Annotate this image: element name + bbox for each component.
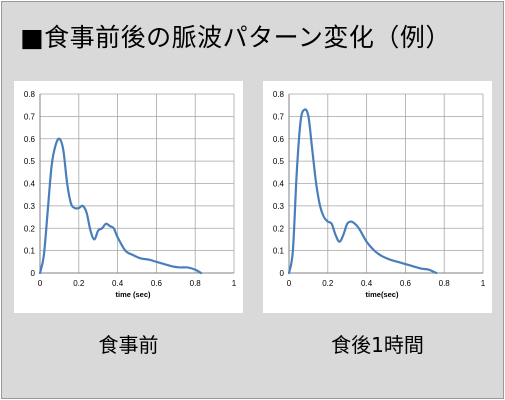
chart1-x-axis-label: time(sec) (366, 290, 399, 299)
chart-panel-before-meal: 0 0.1 0.2 0.3 0.4 0.5 0.6 0.7 0.8 0 0.2 0.4 0.6 0.8 1 t… (14, 81, 243, 313)
chart1-y-tick-label: 0.5 (273, 157, 285, 166)
chart0-x-tick-label: 0.6 (151, 279, 163, 288)
chart0-y-tick-label: 0.6 (24, 135, 36, 144)
chart1-x-tick-label: 1 (481, 279, 486, 288)
chart1-y-tick-label: 0.4 (273, 180, 285, 189)
chart0-x-tick-label: 0.8 (190, 279, 202, 288)
chart-panel-after-meal: 0 0.1 0.2 0.3 0.4 0.5 0.6 0.7 0.8 0 0.2 0.4 0.6 0.8 1 t… (263, 81, 492, 313)
chart1-series-line (287, 108, 438, 275)
chart1-x-tick-label: 0.2 (322, 279, 334, 288)
chart-before-meal: 0 0.1 0.2 0.3 0.4 0.5 0.6 0.7 0.8 0 0.2 0.4 0.6 0.8 1 t… (24, 90, 237, 299)
caption-before-meal: 食事前 (98, 333, 159, 357)
chart1-y-tick-label: 0.1 (273, 247, 285, 256)
chart0-y-tick-label: 0.8 (24, 90, 36, 99)
chart0-y-tick-label: 0 (31, 269, 36, 278)
chart0-x-axis-label: time (sec) (115, 290, 151, 299)
chart0-y-tick-label: 0.2 (24, 224, 36, 233)
chart0-x-tick-label: 0 (38, 279, 43, 288)
slide-title: ■食事前後の脈波パターン変化（例） (20, 23, 451, 52)
chart1-y-tick-label: 0.6 (273, 135, 285, 144)
chart1-y-tick-label: 0.2 (273, 224, 285, 233)
chart1-y-tick-label: 0.3 (273, 202, 285, 211)
chart0-x-tick-label: 0.4 (112, 279, 124, 288)
chart1-y-tick-label: 0.7 (273, 112, 285, 121)
chart0-x-tick-label: 0.2 (73, 279, 85, 288)
chart0-y-tick-label: 0.3 (24, 202, 36, 211)
chart0-y-tick-label: 0.1 (24, 247, 36, 256)
chart0-series-line (38, 137, 203, 275)
chart-after-meal: 0 0.1 0.2 0.3 0.4 0.5 0.6 0.7 0.8 0 0.2 0.4 0.6 0.8 1 t… (273, 90, 486, 299)
chart0-y-tick-label: 0.4 (24, 180, 36, 189)
chart1-x-tick-label: 0 (287, 279, 292, 288)
chart1-x-tick-label: 0.6 (400, 279, 412, 288)
chart1-x-tick-label: 0.8 (439, 279, 451, 288)
chart1-x-tick-label: 0.4 (361, 279, 373, 288)
chart1-y-tick-label: 0.8 (273, 90, 285, 99)
chart0-x-tick-label: 1 (232, 279, 237, 288)
chart1-y-tick-label: 0 (280, 269, 285, 278)
chart0-y-tick-label: 0.5 (24, 157, 36, 166)
caption-after-meal: 食後1時間 (331, 333, 424, 357)
chart0-y-tick-label: 0.7 (24, 112, 36, 121)
